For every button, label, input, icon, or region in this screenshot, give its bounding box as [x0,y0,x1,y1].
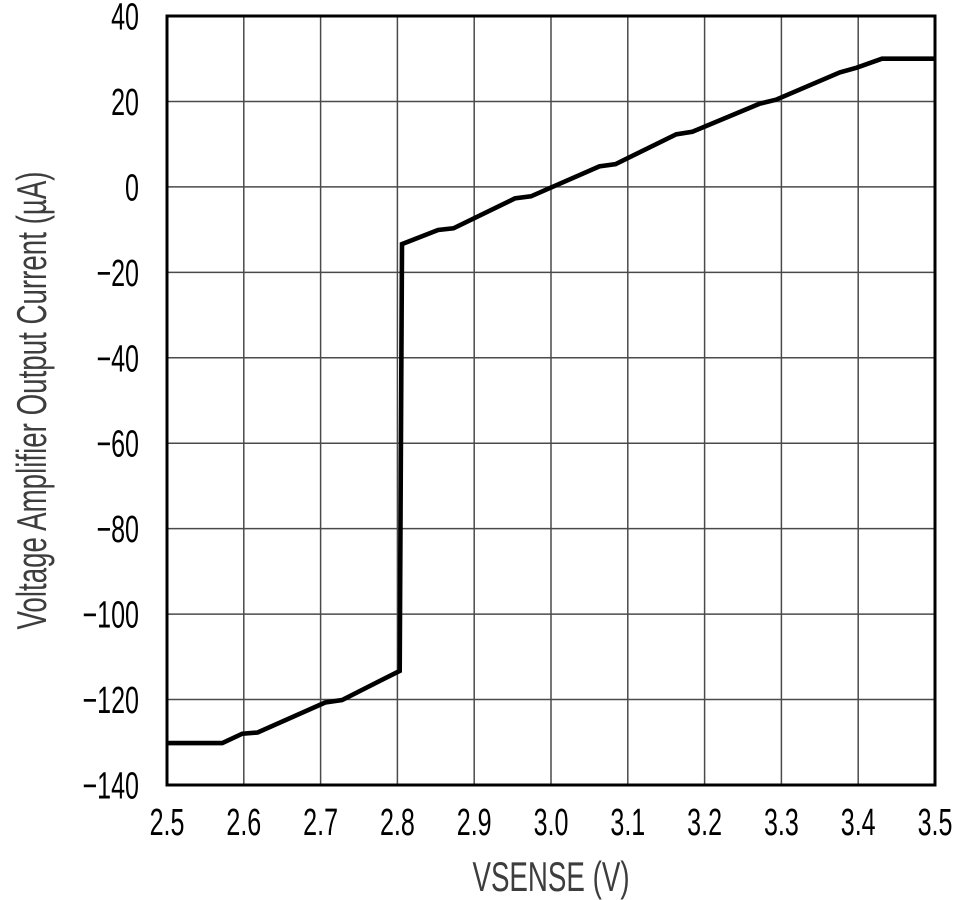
y-tick-label: 20 [111,81,139,123]
y-tick-label: 40 [111,0,139,38]
x-tick-label: 2.9 [457,801,492,843]
x-tick-label: 2.8 [380,801,415,843]
series-line-voltage-amplifier-output-current [167,56,935,746]
x-tick-label: 3.2 [687,801,722,843]
x-tick-label: 3.5 [918,801,953,843]
x-tick-label: 2.5 [150,801,185,843]
x-tick-label: 3.3 [764,801,799,843]
x-tick-label: 2.7 [303,801,338,843]
y-tick-label: −40 [96,337,139,379]
x-tick-label: 2.6 [226,801,261,843]
y-tick-label: −120 [83,679,139,721]
x-axis-title: VSENSE (V) [472,853,629,900]
y-tick-label: −140 [83,764,139,806]
y-tick-label: −60 [96,422,139,464]
y-tick-label: −80 [96,508,139,550]
y-tick-label: −100 [83,593,139,635]
y-tick-label: 0 [125,166,139,208]
grid [167,16,935,785]
x-tick-label: 3.4 [841,801,876,843]
x-tick-label: 3.1 [610,801,645,843]
y-axis-title: Voltage Amplifier Output Current (µA) [8,171,55,629]
plot-border [165,14,937,787]
x-tick-label: 3.0 [534,801,569,843]
y-tick-label: −20 [96,252,139,294]
